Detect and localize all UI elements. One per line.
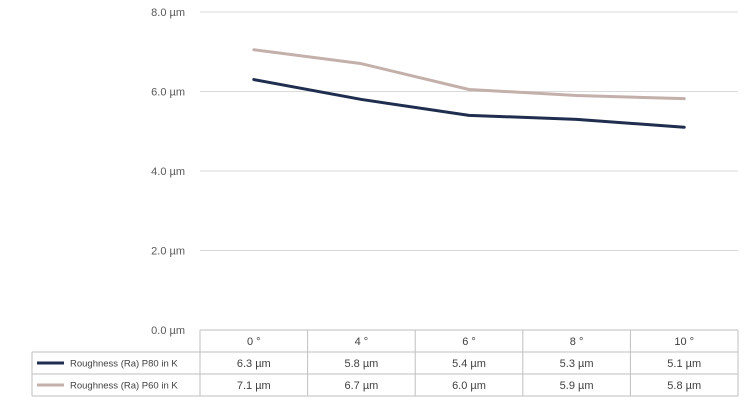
series-line	[252, 48, 686, 101]
y-tick-label: 2.0 µm	[151, 246, 185, 258]
data-label: 5.4 µm	[452, 358, 486, 370]
data-label: 5.9 µm	[560, 380, 594, 392]
legend-label: Roughness (Ra) P80 in K	[70, 359, 178, 370]
gridlines	[200, 11, 738, 251]
data-label: 6.0 µm	[452, 380, 486, 392]
data-table: 0 ° 4 ° 6 ° 8 ° 10 ° Roughness (Ra) P80 in K 6…	[31, 329, 739, 397]
x-category-label: 6 °	[462, 336, 476, 348]
x-category-label: 4 °	[355, 336, 369, 348]
data-label: 6.3 µm	[237, 358, 271, 370]
x-category-label: 10 °	[674, 336, 694, 348]
y-tick-label: 8.0 µm	[151, 7, 185, 19]
data-label: 6.7 µm	[344, 380, 378, 392]
legend-label: Roughness (Ra) P60 in K	[70, 381, 178, 392]
data-label: 7.1 µm	[237, 380, 271, 392]
y-tick-label: 6.0 µm	[151, 87, 185, 99]
x-category-label: 0 °	[247, 336, 261, 348]
series-lines	[252, 48, 686, 129]
data-label: 5.8 µm	[344, 358, 378, 370]
y-axis-ticks: 0.0 µm 2.0 µm 4.0 µm 6.0 µm 8.0 µm	[151, 7, 185, 337]
x-category-label: 8 °	[570, 336, 584, 348]
y-tick-label: 0.0 µm	[151, 325, 185, 337]
data-label: 5.8 µm	[667, 380, 701, 392]
series-line	[252, 78, 686, 129]
data-label: 5.1 µm	[667, 358, 701, 370]
y-tick-label: 4.0 µm	[151, 166, 185, 178]
data-label: 5.3 µm	[560, 358, 594, 370]
